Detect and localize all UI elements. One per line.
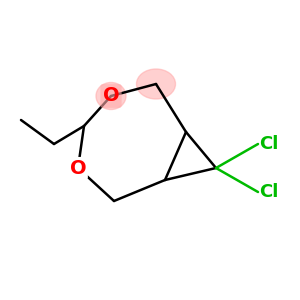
Ellipse shape [136, 69, 176, 99]
Text: O: O [70, 158, 86, 178]
Text: Cl: Cl [260, 135, 279, 153]
Text: Cl: Cl [260, 183, 279, 201]
Text: O: O [103, 86, 119, 106]
Ellipse shape [96, 82, 126, 109]
